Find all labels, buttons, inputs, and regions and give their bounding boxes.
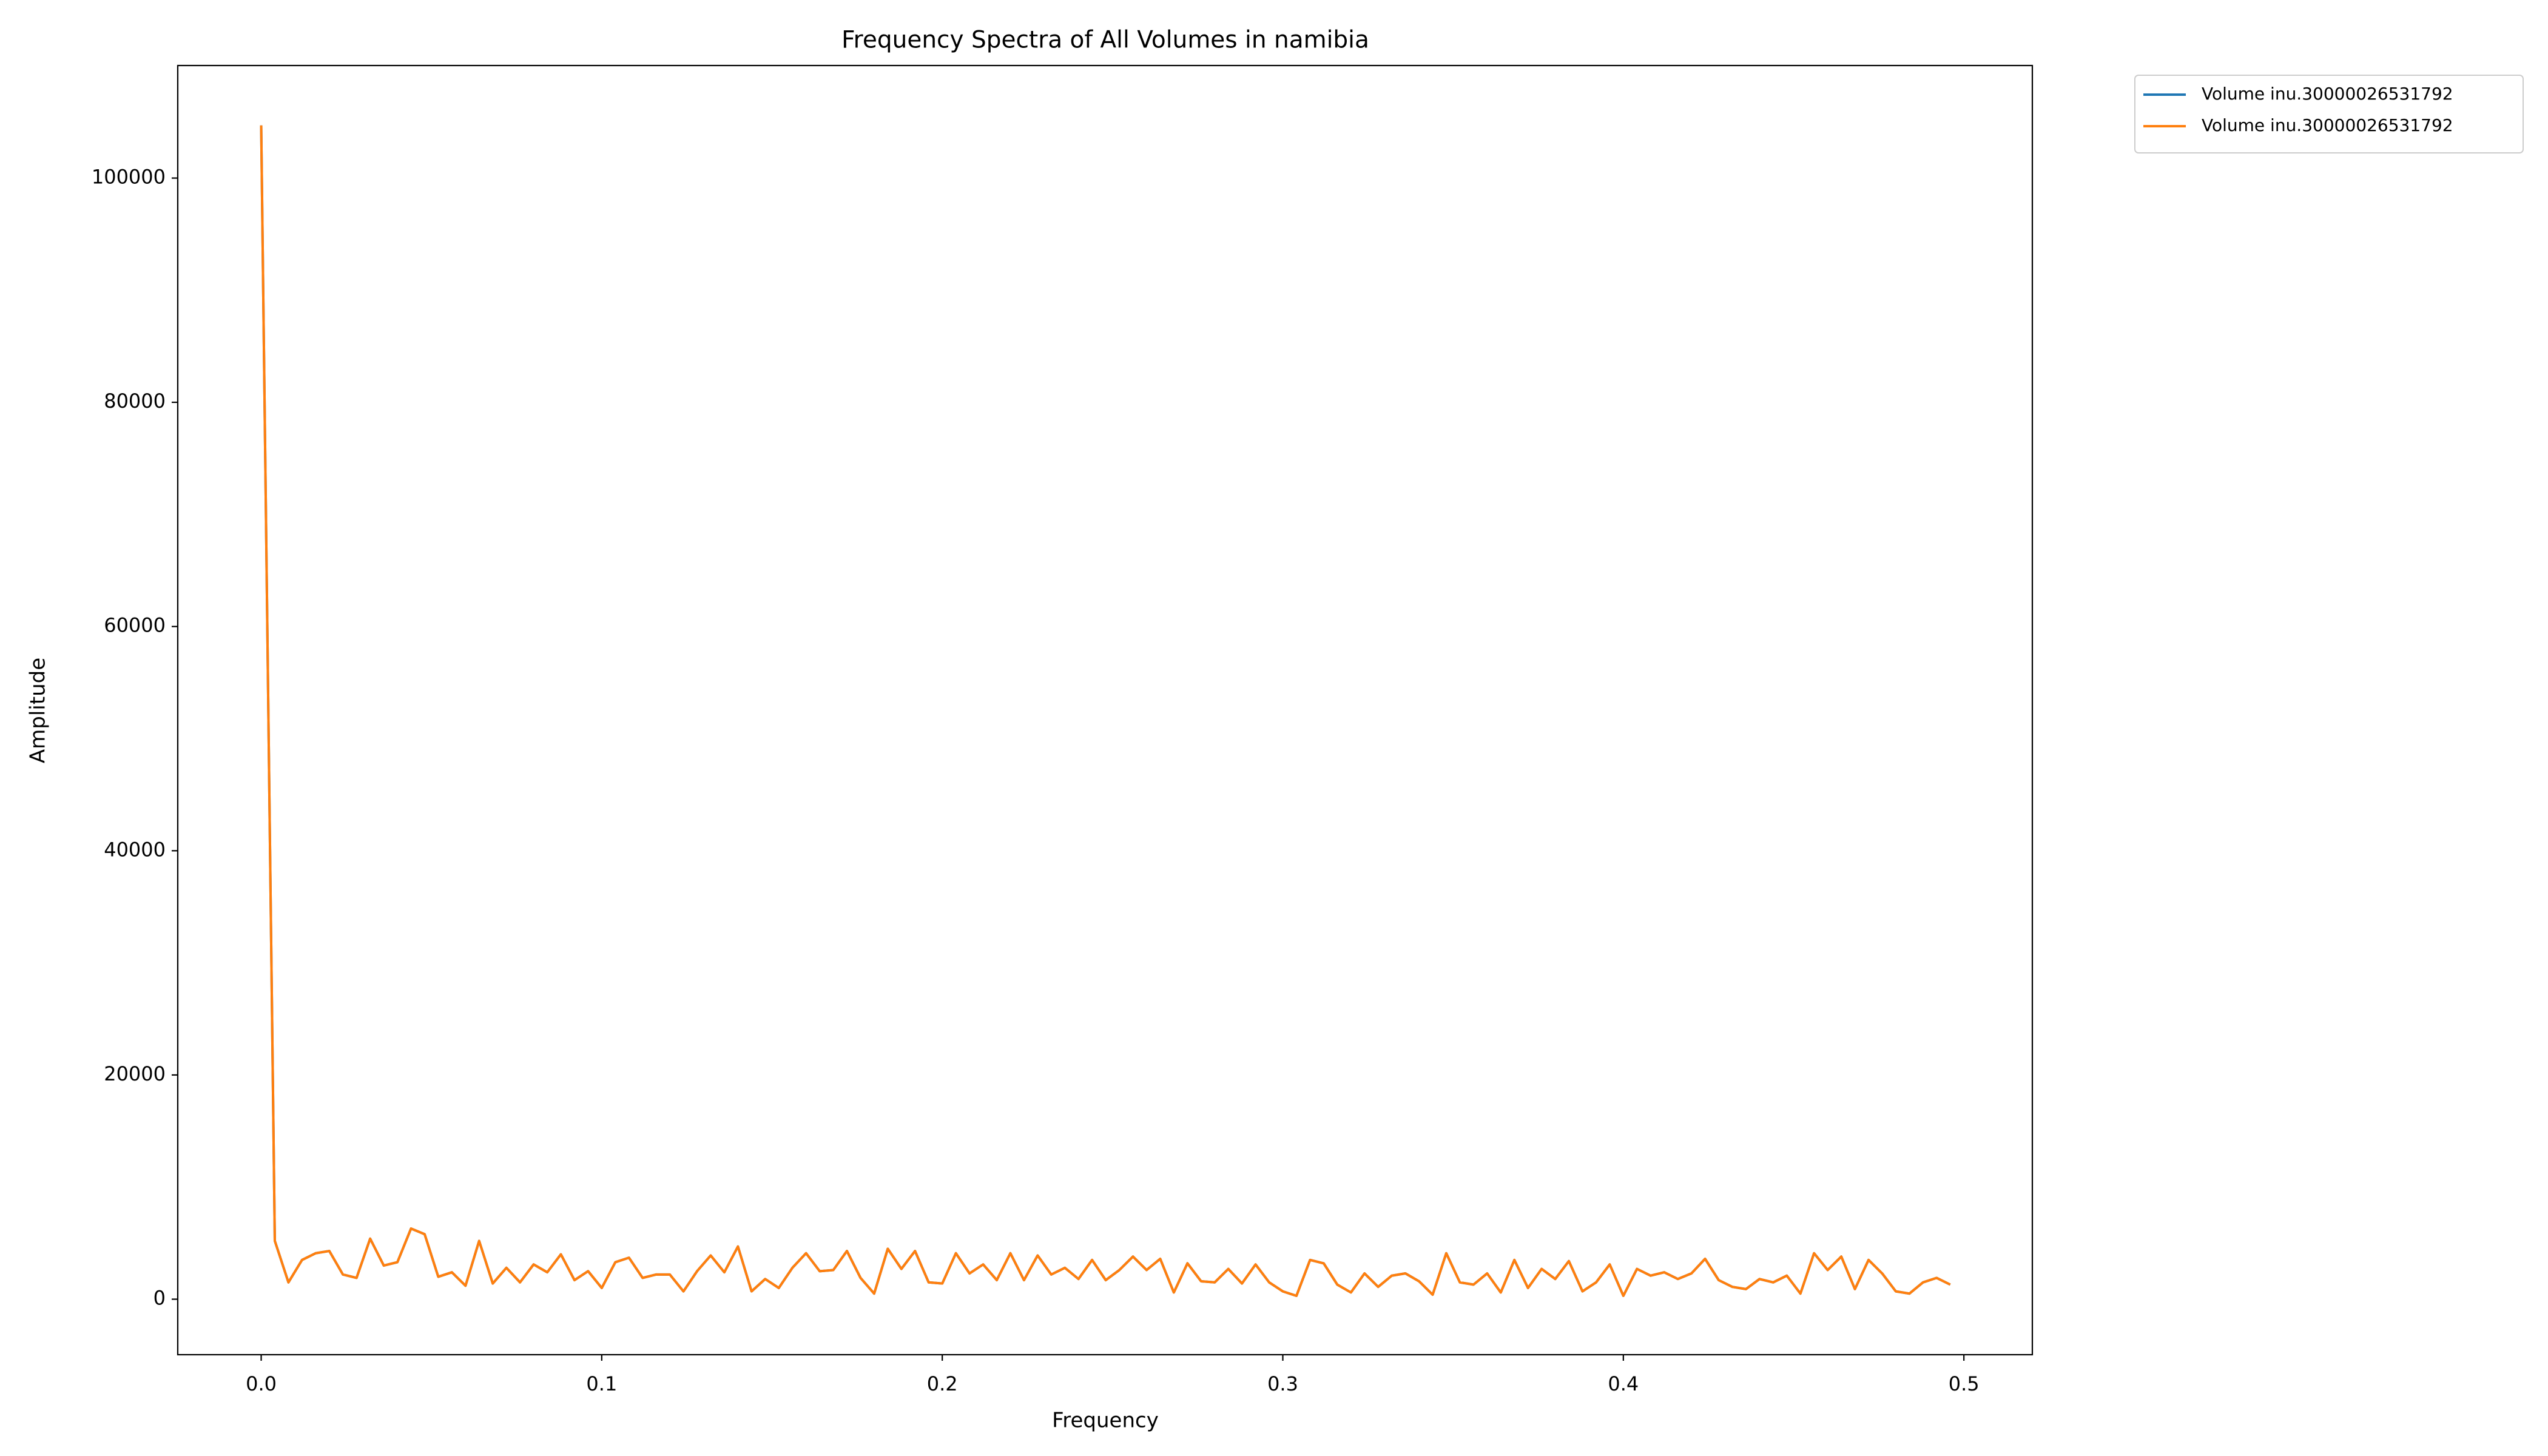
x-tick-label: 0.1 bbox=[586, 1372, 617, 1395]
x-tick-label: 0.2 bbox=[927, 1372, 958, 1395]
x-tick-label: 0.5 bbox=[1949, 1372, 1980, 1395]
y-axis-label: Amplitude bbox=[26, 658, 50, 763]
y-tick-label: 20000 bbox=[104, 1062, 166, 1085]
y-tick-label: 40000 bbox=[104, 838, 166, 861]
x-axis-label: Frequency bbox=[1052, 1409, 1159, 1433]
y-tick-label: 60000 bbox=[104, 614, 166, 637]
x-tick-label: 0.3 bbox=[1267, 1372, 1298, 1395]
y-tick-label: 80000 bbox=[104, 389, 166, 413]
legend-label: Volume inu.30000026531792 bbox=[2202, 115, 2453, 135]
chart-title: Frequency Spectra of All Volumes in nami… bbox=[841, 27, 1369, 54]
legend-label: Volume inu.30000026531792 bbox=[2202, 84, 2453, 104]
x-tick-label: 0.0 bbox=[246, 1372, 277, 1395]
data-line bbox=[260, 125, 1951, 1297]
y-tick-label: 0 bbox=[153, 1287, 166, 1310]
y-tick-label: 100000 bbox=[92, 166, 166, 189]
x-tick-label: 0.4 bbox=[1608, 1372, 1639, 1395]
axes-frame bbox=[177, 64, 2034, 1356]
legend-box bbox=[2134, 75, 2524, 153]
